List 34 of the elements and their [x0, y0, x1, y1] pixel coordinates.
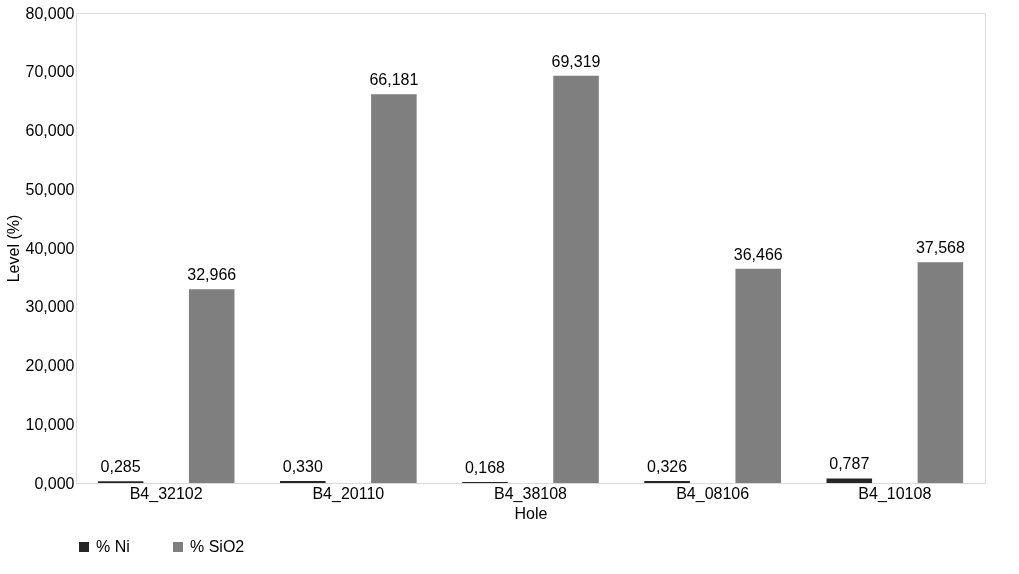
y-tick-label: 40,000 [25, 239, 75, 257]
data-label: 37,568 [915, 239, 965, 257]
bar [826, 478, 873, 483]
y-tick-label: 20,000 [25, 357, 75, 374]
x-tick-label: B4_38108 [494, 484, 568, 503]
bar [188, 289, 235, 483]
y-tick-label: 60,000 [25, 122, 75, 139]
data-label: 0,330 [282, 458, 323, 476]
y-tick-label: 0,000 [34, 474, 75, 492]
x-tick-label: B4_32102 [129, 484, 203, 503]
data-label: 0,787 [829, 455, 870, 473]
bar [735, 268, 781, 483]
y-tick-label: 80,000 [25, 4, 75, 22]
data-label: 32,966 [187, 266, 237, 284]
y-tick-label: 10,000 [25, 415, 75, 433]
x-axis-title: Hole [514, 504, 548, 522]
y-tick-label: 70,000 [25, 63, 75, 81]
bar [371, 94, 417, 483]
bar [553, 75, 599, 483]
data-label: 0,285 [100, 458, 141, 476]
x-tick-label: B4_08106 [676, 484, 750, 503]
x-tick-label: B4_10108 [858, 484, 932, 503]
x-tick-label: B4_20110 [312, 484, 385, 503]
legend-label: % SiO2 [190, 538, 245, 555]
y-tick-label: 50,000 [25, 180, 75, 198]
data-label: 0,168 [464, 459, 506, 477]
data-label: 0,326 [647, 458, 688, 476]
bar [917, 262, 964, 483]
legend-label: % Ni [96, 538, 130, 555]
data-label: 36,466 [733, 245, 783, 263]
y-tick-label: 30,000 [25, 298, 75, 316]
y-axis-title: Level (%) [4, 214, 22, 283]
data-label: 66,181 [369, 71, 419, 89]
data-label: 69,319 [551, 52, 601, 70]
